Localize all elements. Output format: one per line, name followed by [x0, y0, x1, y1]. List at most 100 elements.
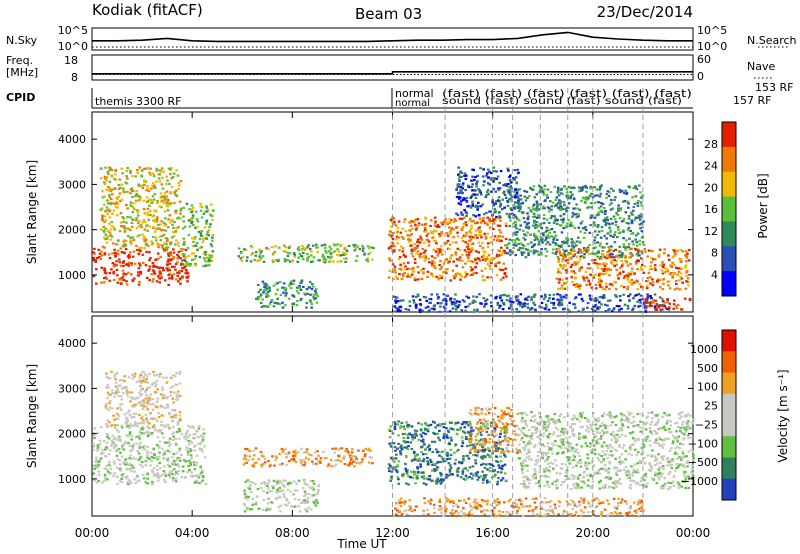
- power-region-6-cell: [491, 201, 494, 204]
- power-region-7-cell: [540, 186, 543, 190]
- power-region-7-cell: [593, 242, 597, 245]
- power-region-8-cell: [673, 263, 676, 266]
- power-region-9-cell: [574, 306, 577, 309]
- power-region-2-cell: [199, 234, 203, 237]
- power-region-4-cell: [265, 292, 268, 295]
- power-region-8-cell: [626, 276, 629, 280]
- frequency-strip-frame: [91, 54, 694, 81]
- power-region-2-cell: [182, 248, 186, 251]
- velocity-region-3-cell: [313, 502, 316, 505]
- power-region-5-cell: [440, 275, 444, 278]
- power-region-8-cell: [651, 281, 655, 284]
- velocity-region-2-cell: [251, 458, 255, 461]
- power-region-0-cell: [124, 248, 128, 251]
- power-region-3-cell: [287, 246, 291, 249]
- power-region-7-cell: [597, 250, 600, 253]
- power-region-2-cell: [207, 234, 211, 237]
- power-region-9-cell: [394, 299, 397, 302]
- power-region-3-cell: [306, 252, 309, 256]
- power-region-6-cell: [464, 177, 468, 181]
- power-region-5-cell: [404, 230, 408, 233]
- power-region-9-cell: [589, 298, 593, 301]
- power-region-7-cell: [535, 221, 539, 224]
- power-region-9-cell: [455, 310, 458, 313]
- velocity-region-1-cell: [144, 373, 147, 376]
- power-region-1-cell: [163, 197, 167, 200]
- velocity-region-4-cell: [397, 478, 400, 481]
- velocity-region-1-cell: [108, 377, 112, 380]
- velocity-region-4-cell: [469, 429, 473, 432]
- power-region-5-cell: [406, 234, 409, 237]
- velocity-region-0-cell: [199, 467, 202, 470]
- velocity-region-3-cell: [276, 491, 279, 494]
- velocity-region-4-cell: [442, 478, 446, 481]
- velocity-region-1-cell: [110, 424, 114, 427]
- power-region-7-cell: [554, 198, 558, 201]
- power-region-1-cell: [169, 172, 172, 176]
- velocity-region-0-cell: [157, 455, 161, 458]
- power-region-8-cell: [636, 288, 639, 291]
- velocity-region-0-cell: [133, 478, 136, 481]
- power-region-0-cell: [145, 250, 148, 253]
- power-region-6-cell: [482, 184, 485, 187]
- velocity-region-1-cell: [153, 374, 156, 377]
- velocity-region-0-cell: [141, 428, 145, 431]
- velocity-region-1-cell: [142, 419, 145, 422]
- power-region-1-cell: [155, 167, 159, 170]
- power-region-5-cell: [391, 263, 395, 266]
- power-region-8-cell: [658, 248, 662, 251]
- power-region-8-cell: [664, 267, 667, 270]
- velocity-region-2-cell: [311, 460, 314, 463]
- power-region-5-cell: [466, 254, 469, 258]
- power-region-6-cell: [494, 210, 497, 213]
- power-region-7-cell: [539, 222, 543, 225]
- power-region-7-cell: [555, 203, 558, 207]
- power-region-10-cell: [652, 299, 655, 302]
- power-region-1-cell: [119, 212, 123, 215]
- power-region-9-cell: [457, 303, 461, 306]
- power-region-2-cell: [212, 209, 215, 212]
- velocity-region-4-cell: [442, 426, 446, 429]
- power-region-1-cell: [130, 187, 134, 190]
- power-region-3-cell: [306, 257, 309, 260]
- power-region-3-cell: [323, 246, 327, 250]
- power-region-7-cell: [599, 256, 603, 259]
- power-region-7-cell: [558, 199, 561, 202]
- power-region-1-cell: [159, 243, 162, 247]
- velocity-region-0-cell: [136, 479, 140, 483]
- power-region-9-cell: [468, 302, 472, 306]
- power-region-9-cell: [559, 296, 563, 299]
- power-region-0-cell: [181, 267, 184, 270]
- power-region-5-cell: [452, 260, 455, 263]
- velocity-region-4-cell: [419, 465, 422, 468]
- velocity-region-4-cell: [396, 476, 400, 479]
- power-region-1-cell: [106, 209, 109, 212]
- velocity-region-4-cell: [446, 436, 449, 439]
- power-region-3-cell: [258, 259, 262, 262]
- power-region-9-cell: [627, 295, 630, 298]
- power-region-7-cell: [526, 212, 529, 215]
- velocity-region-2-cell: [287, 451, 291, 454]
- nave-right-tick-low: 0: [697, 70, 704, 83]
- power-region-6-cell: [486, 191, 489, 194]
- power-region-7-cell: [506, 200, 510, 203]
- power-region-1-cell: [106, 185, 110, 189]
- power-region-7-cell: [516, 237, 519, 240]
- power-region-1-cell: [131, 236, 135, 239]
- velocity-region-0-cell: [130, 464, 134, 467]
- power-region-5-cell: [419, 237, 423, 240]
- power-region-3-cell: [324, 249, 327, 253]
- power-region-6-cell: [506, 167, 510, 170]
- velocity-region-0-cell: [130, 435, 134, 438]
- power-region-9-cell: [430, 293, 433, 296]
- velocity-region-4-cell: [397, 460, 401, 463]
- power-region-9-cell: [533, 294, 536, 297]
- velocity-region-0-cell: [152, 473, 156, 476]
- power-region-3-cell: [355, 254, 359, 258]
- power-region-1-cell: [123, 243, 126, 246]
- power-region-9-cell: [607, 299, 610, 302]
- power-region-1-cell: [146, 211, 150, 214]
- power-region-1-cell: [156, 216, 159, 219]
- velocity-region-2-cell: [367, 449, 370, 452]
- power-region-1-cell: [144, 238, 148, 241]
